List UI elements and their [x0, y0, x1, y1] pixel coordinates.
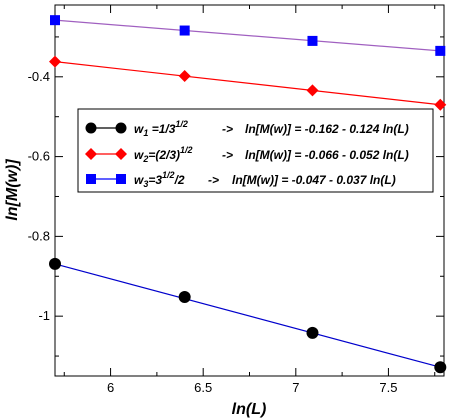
- y-tick-label: -0.4: [28, 69, 50, 84]
- legend-marker-w1: [85, 122, 97, 134]
- legend-subscript: 1: [143, 128, 148, 138]
- x-tick-label: 6: [107, 380, 114, 395]
- legend-equality: =1/3: [148, 122, 175, 136]
- legend-marker-w2: [85, 148, 97, 160]
- point-w3: [307, 35, 318, 46]
- legend-label-w1: w1 =1/31/2: [134, 119, 188, 138]
- legend-formula-w1: ln[M(w)] = -0.162 - 0.124 ln(L): [245, 122, 409, 136]
- x-tick-label: 7.5: [379, 380, 397, 395]
- point-w3: [179, 25, 190, 36]
- legend-formula-w2: ln[M(w)] = -0.066 - 0.052 ln(L): [245, 148, 409, 162]
- y-tick-label: -0.6: [28, 149, 50, 164]
- point-w2: [178, 70, 191, 83]
- legend-marker-w3: [116, 174, 126, 184]
- point-w1: [178, 291, 191, 304]
- point-w2: [49, 55, 61, 68]
- legend-label-w3: w3=31/2/2: [134, 170, 185, 189]
- point-w1: [306, 326, 319, 339]
- fit-line-w2: [54, 61, 441, 106]
- x-tick-label: 7: [292, 380, 299, 395]
- data-points: [49, 15, 447, 374]
- point-w3: [50, 15, 60, 26]
- legend-superscript: 1/2: [162, 170, 175, 180]
- legend-arrow-w3: ->: [208, 173, 219, 187]
- axis-ticks: 6 6.5 7 7.5 -1 -0.8 -0.6 -0.4: [28, 5, 444, 395]
- legend-w-symbol: w: [134, 122, 144, 136]
- x-tick-label: 6.5: [194, 380, 212, 395]
- legend-arrow-w1: ->: [222, 122, 233, 136]
- y-axis-label: ln[M(w)]: [4, 159, 21, 221]
- point-w3: [435, 45, 446, 56]
- y-tick-label: -1: [38, 308, 50, 323]
- legend-arrow-w2: ->: [222, 148, 233, 162]
- legend-subscript: 2: [142, 154, 148, 164]
- legend-w-symbol: w: [134, 148, 144, 162]
- legend-subscript: 3: [143, 179, 148, 189]
- point-w1: [434, 361, 447, 374]
- legend-equality: =(2/3): [148, 148, 180, 162]
- legend-superscript: 1/2: [175, 119, 188, 129]
- point-w2: [306, 84, 319, 97]
- legend: w1 =1/31/2 -> ln[M(w)] = -0.162 - 0.124 …: [77, 108, 434, 193]
- fit-lines: [54, 19, 441, 368]
- legend-marker-w1: [115, 122, 127, 134]
- x-axis-label: ln(L): [232, 401, 267, 418]
- legend-formula-w3: ln[M(w)] = -0.047 - 0.037 ln(L): [232, 173, 396, 187]
- legend-box: [77, 108, 434, 193]
- fit-line-w1: [54, 263, 441, 368]
- legend-equality: =3: [148, 173, 162, 187]
- legend-marker-w2: [115, 148, 127, 160]
- fit-line-w3: [54, 19, 441, 52]
- point-w1: [49, 257, 61, 270]
- y-tick-label: -0.8: [28, 228, 50, 243]
- legend-superscript: 1/2: [180, 145, 193, 155]
- legend-label-w2: w2=(2/3)1/2: [134, 145, 193, 164]
- legend-marker-w3: [86, 174, 96, 184]
- legend-w-symbol: w: [134, 173, 144, 187]
- point-w2: [434, 98, 447, 111]
- legend-tail: /2: [174, 173, 185, 187]
